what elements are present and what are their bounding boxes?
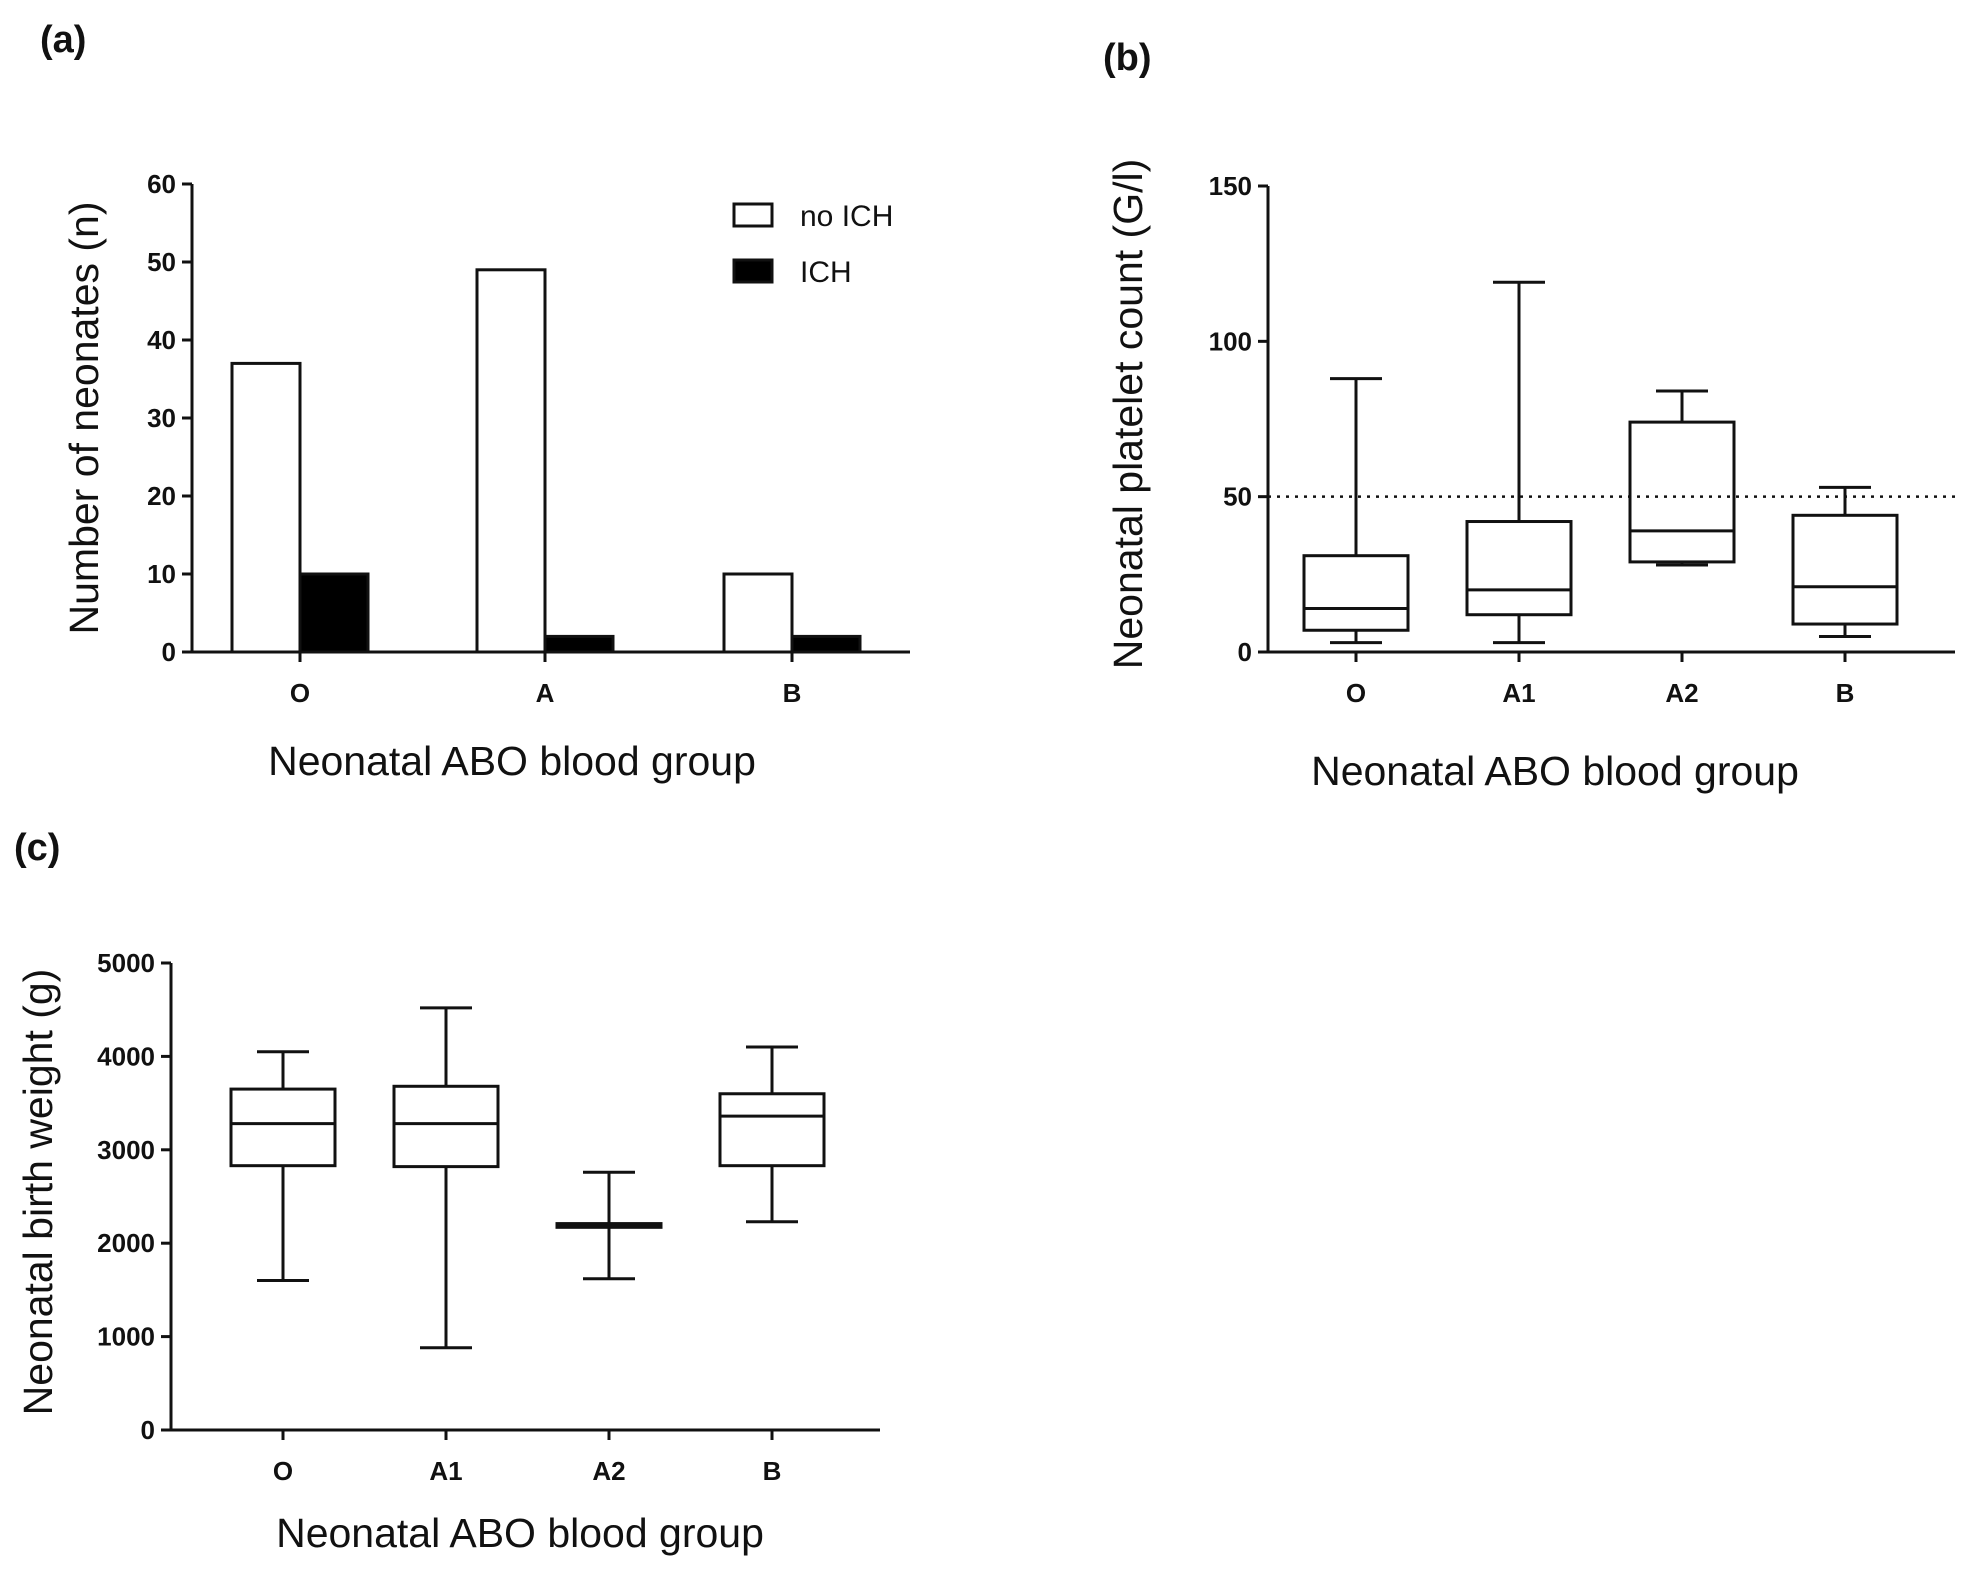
panel-c-x-axis-title: Neonatal ABO blood group [276, 1510, 764, 1556]
y-tick-label: 50 [1223, 482, 1252, 512]
panel-a-y-axis-title: Number of neonates (n) [61, 201, 107, 634]
x-tick-label: O [290, 678, 310, 708]
x-tick-label: A [536, 678, 555, 708]
box-a2 [1628, 420, 1736, 564]
panel-c-boxes [229, 1006, 826, 1350]
bar-no-ich-o [230, 361, 302, 654]
panel-b-label: (b) [1103, 37, 1152, 79]
bar-no-ich-b [722, 572, 794, 654]
panel-b-y-axis: 0 50 100 150 [1209, 171, 1955, 667]
y-tick-label: 0 [162, 637, 176, 667]
y-tick-label: 3000 [97, 1135, 155, 1165]
bar-no-ich-a [475, 268, 547, 654]
y-tick-label: 0 [141, 1415, 155, 1445]
x-tick-label: B [1836, 678, 1855, 708]
panel-c-x-axis: O A1 A2 B [273, 1430, 782, 1486]
x-tick-label: A2 [1665, 678, 1698, 708]
legend-swatch-ich [732, 258, 774, 284]
panel-b-box-plot: (b) Neonatal platelet count (G/l) Neonat… [1103, 37, 1955, 794]
y-tick-label: 40 [147, 325, 176, 355]
panel-c-label: (c) [14, 827, 60, 869]
y-tick-label: 100 [1209, 326, 1252, 356]
box-o [229, 1087, 337, 1168]
panel-b-x-axis-title: Neonatal ABO blood group [1311, 748, 1799, 794]
y-tick-label: 4000 [97, 1041, 155, 1071]
panel-c-y-axis: 0 1000 2000 3000 4000 5000 [97, 948, 880, 1445]
panel-a-bar-chart: (a) Number of neonates (n) Neonatal ABO … [40, 19, 910, 784]
y-tick-label: 150 [1209, 171, 1252, 201]
panel-a-bars [230, 268, 862, 654]
y-tick-label: 20 [147, 481, 176, 511]
y-tick-label: 10 [147, 559, 176, 589]
bar-ich-b [790, 634, 862, 654]
y-tick-label: 50 [147, 247, 176, 277]
panel-a-legend: no ICH ICH [732, 200, 893, 289]
x-tick-label: O [1346, 678, 1366, 708]
box-b [718, 1092, 826, 1168]
box-o [1302, 554, 1410, 632]
y-tick-label: 2000 [97, 1228, 155, 1258]
legend-label-ich: ICH [800, 256, 852, 289]
panel-b-y-axis-title: Neonatal platelet count (G/l) [1105, 159, 1151, 670]
y-tick-label: 30 [147, 403, 176, 433]
panel-a-x-axis-title: Neonatal ABO blood group [268, 738, 756, 784]
box-a1 [1465, 520, 1573, 617]
panel-c-y-axis-title: Neonatal birth weight (g) [15, 969, 61, 1416]
bar-ich-a [543, 634, 615, 654]
panel-b-boxes [1268, 280, 1955, 645]
x-tick-label: B [783, 678, 802, 708]
x-tick-label: A1 [429, 1456, 462, 1486]
y-tick-label: 5000 [97, 948, 155, 978]
panel-a-label: (a) [40, 19, 86, 61]
x-tick-label: A2 [592, 1456, 625, 1486]
box-a1 [392, 1084, 500, 1169]
bar-ich-o [298, 572, 370, 654]
panel-b-x-axis: O A1 A2 B [1346, 652, 1855, 708]
x-tick-label: A1 [1502, 678, 1535, 708]
legend-swatch-no-ich [732, 202, 774, 228]
panel-c-box-plot: (c) Neonatal birth weight (g) Neonatal A… [14, 827, 880, 1556]
y-tick-label: 60 [147, 169, 176, 199]
x-tick-label: O [273, 1456, 293, 1486]
x-tick-label: B [763, 1456, 782, 1486]
legend-label-no-ich: no ICH [800, 200, 893, 233]
y-tick-label: 0 [1238, 637, 1252, 667]
box-b [1791, 513, 1899, 626]
y-tick-label: 1000 [97, 1322, 155, 1352]
